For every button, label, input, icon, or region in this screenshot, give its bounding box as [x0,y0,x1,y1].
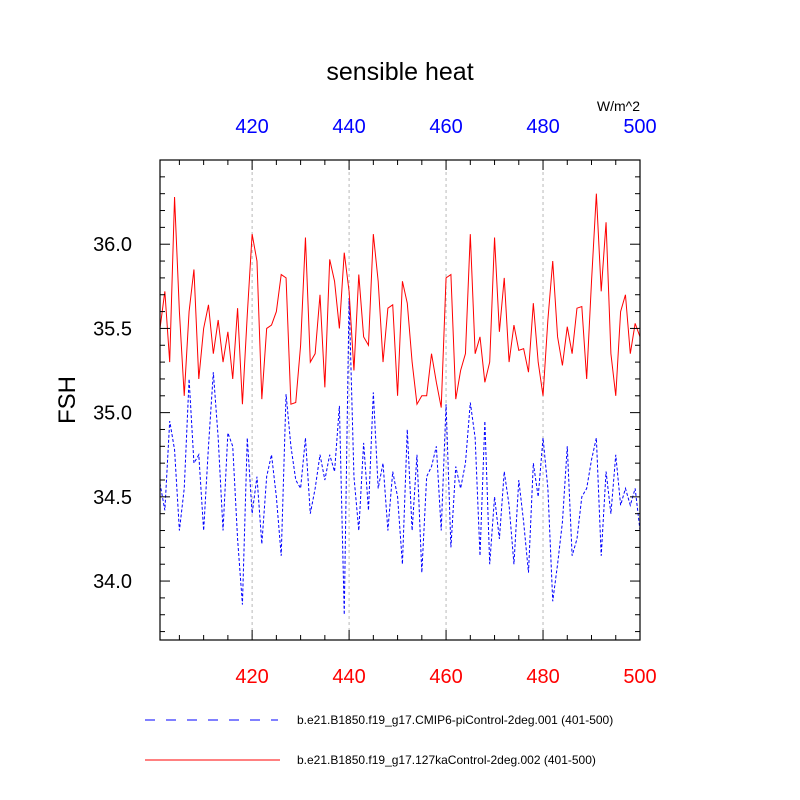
chart-title: sensible heat [326,58,473,86]
tick-labels: 420 420 440 440 460 460 480 480 500 500 34.0 34.5 35… [93,116,657,688]
x-tick-label-top: 480 [526,116,559,138]
tick-marks [160,159,640,640]
x-tick-label-bottom: 460 [429,666,462,688]
legend-label-127kaControl: b.e21.B1850.f19_g17.127kaControl-2deg.00… [297,753,596,767]
y-tick-label: 34.0 [93,571,132,593]
y-tick-label: 34.5 [93,487,132,509]
x-tick-label-top: 420 [235,116,268,138]
plot-frame [159,159,641,641]
y-tick-label: 35.0 [93,403,132,425]
x-tick-label-bottom: 500 [623,666,656,688]
series-layer [160,193,640,615]
legend-label-piControl: b.e21.B1850.f19_g17.CMIP6-piControl-2deg… [297,713,613,727]
x-tick-label-bottom: 420 [235,666,268,688]
legend: b.e21.B1850.f19_g17.CMIP6-piControl-2deg… [145,713,613,767]
units-label: W/m^2 [597,98,640,114]
axes [159,159,641,641]
y-tick-label: 35.5 [93,318,132,340]
x-tick-label-top: 500 [623,116,656,138]
x-tick-label-bottom: 440 [332,666,365,688]
y-axis-label: FSH [54,376,81,424]
y-tick-label: 36.0 [93,234,132,256]
x-tick-label-top: 460 [429,116,462,138]
series-line-piControl [160,298,640,615]
series-line-127kaControl [160,193,640,408]
x-tick-label-bottom: 480 [526,666,559,688]
x-tick-label-top: 440 [332,116,365,138]
